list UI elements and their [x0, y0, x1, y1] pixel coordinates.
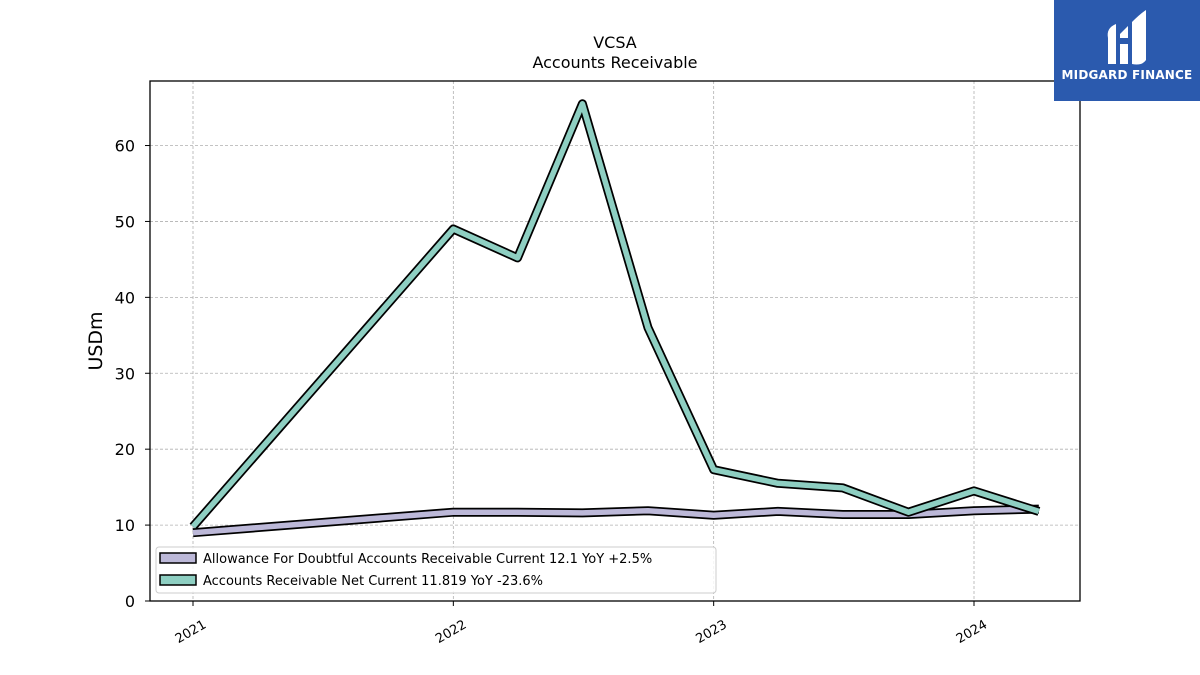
y-tick-label: 40: [115, 288, 135, 307]
y-tick-label: 50: [115, 212, 135, 231]
brand-logo: MIDGARD FINANCE: [1054, 0, 1200, 101]
y-tick-label: 10: [115, 516, 135, 535]
series-line-1: [190, 101, 1040, 529]
y-tick-label: 0: [125, 592, 135, 611]
y-tick-label: 30: [115, 364, 135, 383]
legend-frame: [155, 546, 717, 594]
x-tick-label: 2023: [694, 617, 730, 647]
x-tick-label: 2022: [433, 617, 469, 647]
legend-swatch-net: [159, 574, 197, 586]
chart-title: VCSA: [593, 33, 637, 52]
legend-swatch-allowance: [159, 552, 197, 564]
y-tick-label: 20: [115, 440, 135, 459]
brand-name: MIDGARD FINANCE: [1061, 68, 1193, 82]
legend: Allowance For Doubtful Accounts Receivab…: [155, 546, 717, 594]
logo-mark-icon: [1107, 10, 1146, 65]
series-line-0: [192, 506, 1039, 536]
y-tick-label: 60: [115, 137, 135, 156]
chart-subtitle: Accounts Receivable: [532, 53, 697, 72]
series-outline-1: [189, 99, 1041, 530]
x-tick-label: 2024: [954, 617, 990, 647]
legend-label-net: Accounts Receivable Net Current 11.819 Y…: [203, 574, 543, 589]
y-axis-label: USDm: [85, 311, 107, 370]
axis-ticks: 0 10 20 30 40 50 60 2021 2022 2023 2024: [115, 137, 990, 647]
plot-frame: [149, 80, 1081, 602]
legend-label-allowance: Allowance For Doubtful Accounts Receivab…: [203, 552, 652, 567]
x-tick-label: 2021: [173, 617, 209, 647]
series-lines: [189, 99, 1041, 538]
